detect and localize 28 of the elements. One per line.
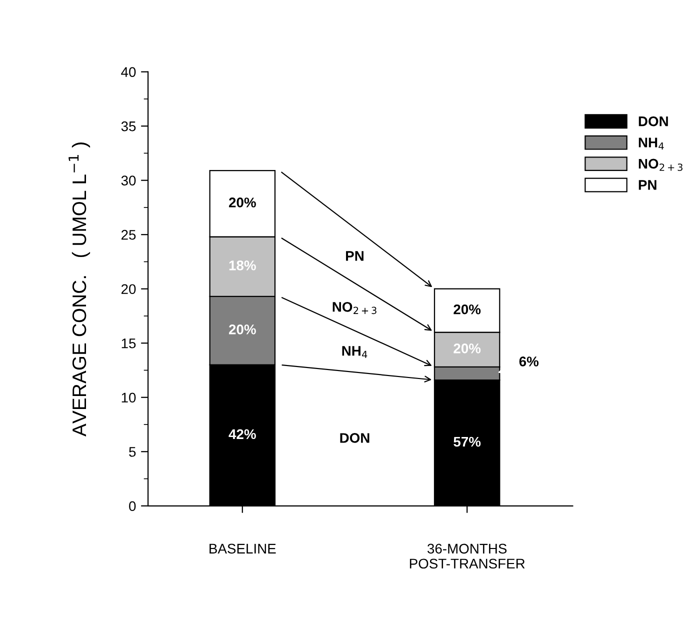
y-tick-label: 30 bbox=[121, 176, 136, 186]
y-tick-label: 25 bbox=[121, 230, 136, 240]
y-tick-label: 10 bbox=[122, 392, 136, 403]
annotation: PN bbox=[346, 251, 364, 261]
y-tick-label: 35 bbox=[121, 121, 136, 132]
annotation: 20% bbox=[228, 324, 256, 334]
y-tick-label: 0 bbox=[129, 501, 136, 512]
y-tick-label: 20 bbox=[121, 284, 136, 294]
y-axis-title: AVERAGE CONC. ( UMOL L$^{−1}$ ) bbox=[68, 142, 90, 436]
y-tick-label: 5 bbox=[129, 447, 136, 457]
legend-label: DON bbox=[638, 116, 668, 126]
annotation: NO$_{2+3}$ bbox=[332, 302, 376, 314]
legend-label: NH$_{4}$ bbox=[638, 138, 664, 150]
annotation: 18% bbox=[229, 260, 256, 270]
annotation: DON bbox=[340, 433, 370, 443]
annotation: 20% bbox=[454, 304, 481, 314]
y-tick-label: 40 bbox=[121, 67, 136, 77]
y-tick-label: 15 bbox=[122, 338, 136, 348]
x-tick-label: 36-MONTHS POST-TRANSFER bbox=[410, 544, 525, 569]
annotation: NH$_{4}$ bbox=[342, 346, 368, 358]
annotation: 42% bbox=[228, 429, 256, 440]
legend-label: PN bbox=[638, 180, 656, 190]
annotation: 6% bbox=[519, 356, 539, 366]
legend-label: NO$_{2+3}$ bbox=[638, 158, 682, 171]
annotation: 20% bbox=[228, 198, 256, 208]
annotation: 20% bbox=[454, 344, 481, 354]
x-tick-label: BASELINE bbox=[210, 544, 276, 554]
annotation: 57% bbox=[454, 436, 481, 447]
